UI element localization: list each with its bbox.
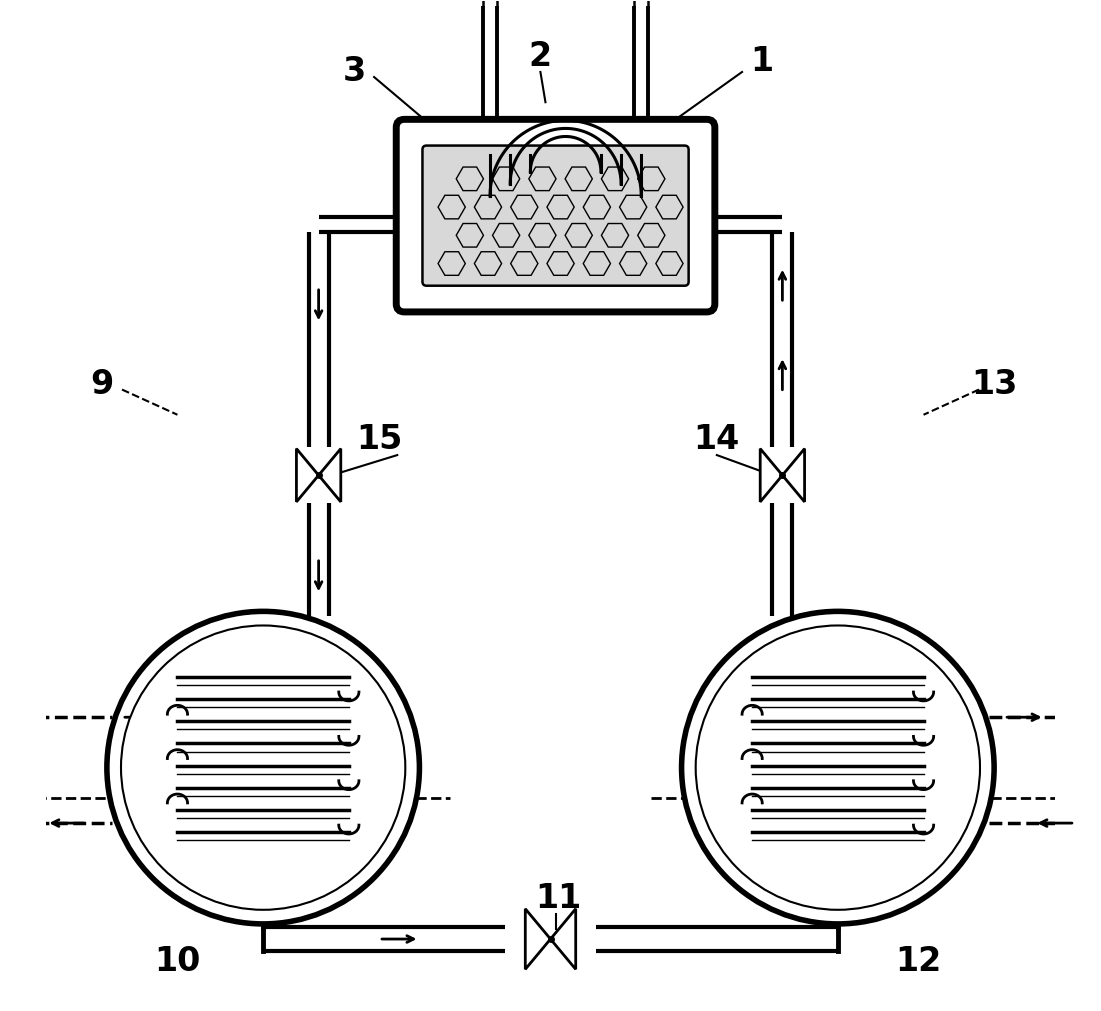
- Polygon shape: [760, 449, 783, 501]
- Polygon shape: [525, 909, 550, 970]
- Text: 2: 2: [528, 40, 552, 74]
- Text: 11: 11: [535, 883, 581, 915]
- Text: 1: 1: [751, 45, 774, 79]
- FancyBboxPatch shape: [423, 146, 688, 286]
- Text: 14: 14: [694, 424, 740, 456]
- Text: 10: 10: [154, 944, 200, 978]
- Text: 3: 3: [342, 56, 366, 89]
- Text: 15: 15: [356, 424, 402, 456]
- Text: 12: 12: [895, 944, 941, 978]
- Text: 13: 13: [971, 368, 1017, 401]
- Polygon shape: [318, 449, 341, 501]
- Text: 9: 9: [90, 368, 113, 401]
- Circle shape: [107, 612, 419, 924]
- Polygon shape: [550, 909, 576, 970]
- Circle shape: [682, 612, 994, 924]
- FancyBboxPatch shape: [396, 119, 715, 312]
- Circle shape: [696, 626, 980, 910]
- Polygon shape: [296, 449, 318, 501]
- Circle shape: [121, 626, 405, 910]
- Polygon shape: [783, 449, 805, 501]
